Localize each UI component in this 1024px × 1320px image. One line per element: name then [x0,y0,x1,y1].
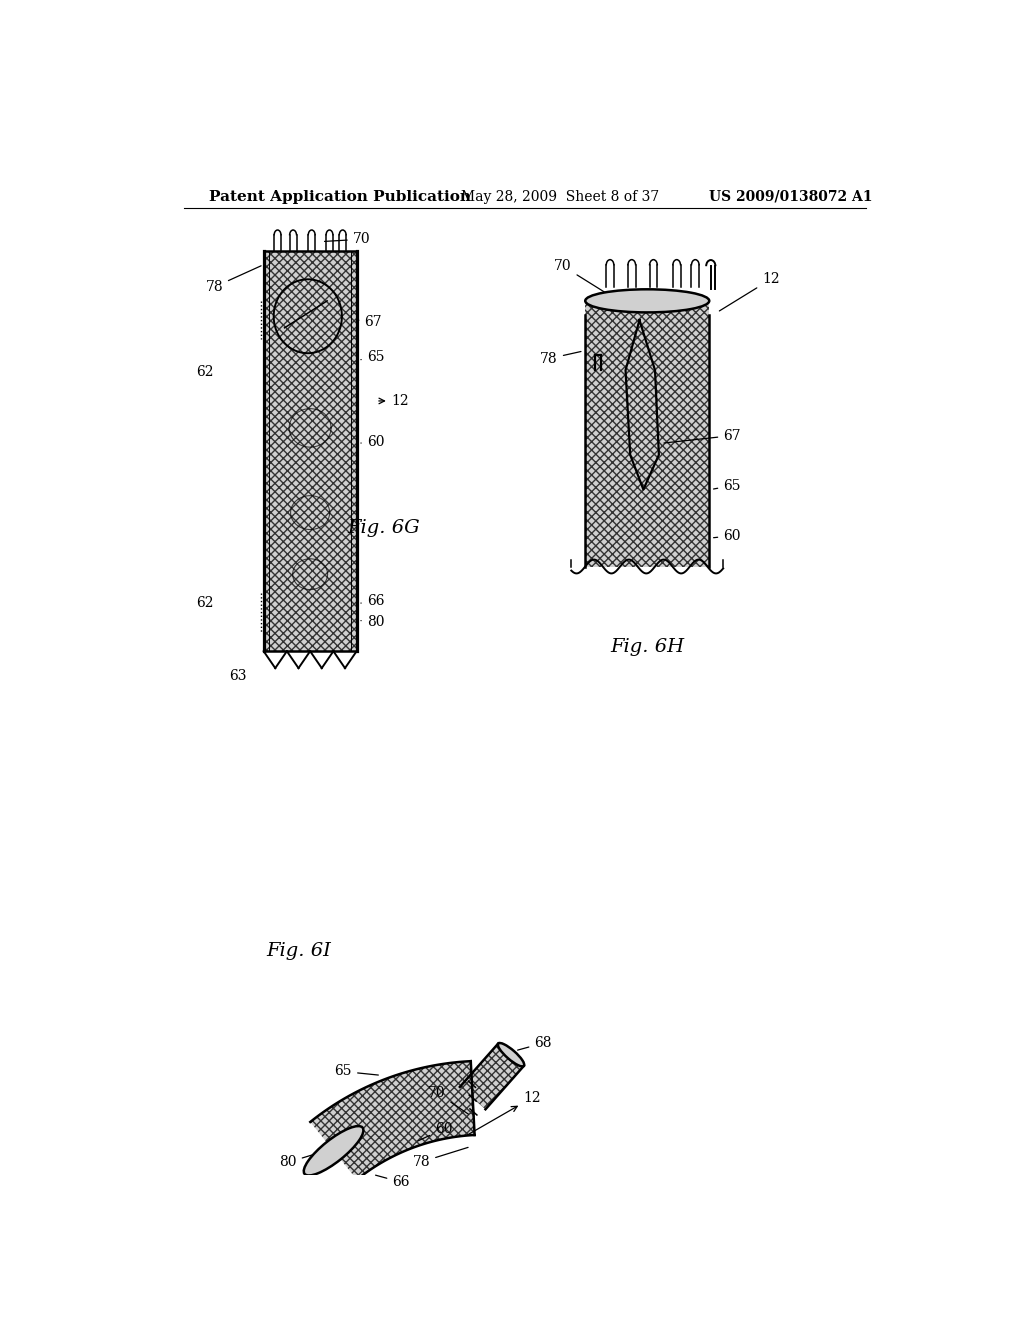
Ellipse shape [586,289,710,313]
Text: Patent Application Publication: Patent Application Publication [209,190,471,203]
Text: 78: 78 [413,1147,468,1170]
Polygon shape [460,1044,524,1109]
Text: 63: 63 [228,669,246,682]
Polygon shape [310,1061,474,1180]
Text: 65: 65 [714,479,740,492]
Text: Fig. 6G: Fig. 6G [347,519,420,537]
Text: 80: 80 [280,1151,324,1170]
Text: Fig. 6I: Fig. 6I [266,942,331,961]
Text: 62: 62 [197,597,214,610]
Text: 12: 12 [468,1090,542,1135]
Text: 70: 70 [325,232,371,247]
Text: 60: 60 [418,1122,453,1140]
Ellipse shape [304,1126,364,1176]
Text: 62: 62 [197,366,214,379]
Text: US 2009/0138072 A1: US 2009/0138072 A1 [710,190,872,203]
Text: 68: 68 [517,1036,552,1051]
Text: 12: 12 [720,272,779,312]
Text: May 28, 2009  Sheet 8 of 37: May 28, 2009 Sheet 8 of 37 [461,190,659,203]
Text: 80: 80 [360,615,384,628]
Text: 60: 60 [360,434,384,449]
Text: 67: 67 [664,429,740,444]
Bar [263,251,356,651]
Text: 66: 66 [376,1175,410,1189]
Text: 70: 70 [554,259,610,296]
Ellipse shape [498,1043,524,1067]
Text: 67: 67 [358,315,382,330]
Text: 66: 66 [360,594,384,609]
Bar [586,301,710,566]
Text: 78: 78 [206,265,261,294]
Bar [586,301,710,566]
Text: 60: 60 [714,529,740,543]
Text: 12: 12 [379,393,410,408]
Text: Fig. 6H: Fig. 6H [610,639,684,656]
Text: 78: 78 [541,351,581,366]
Text: 65: 65 [335,1064,378,1078]
Bar [263,251,356,651]
Text: 70: 70 [428,1085,468,1114]
Text: 65: 65 [360,350,384,364]
